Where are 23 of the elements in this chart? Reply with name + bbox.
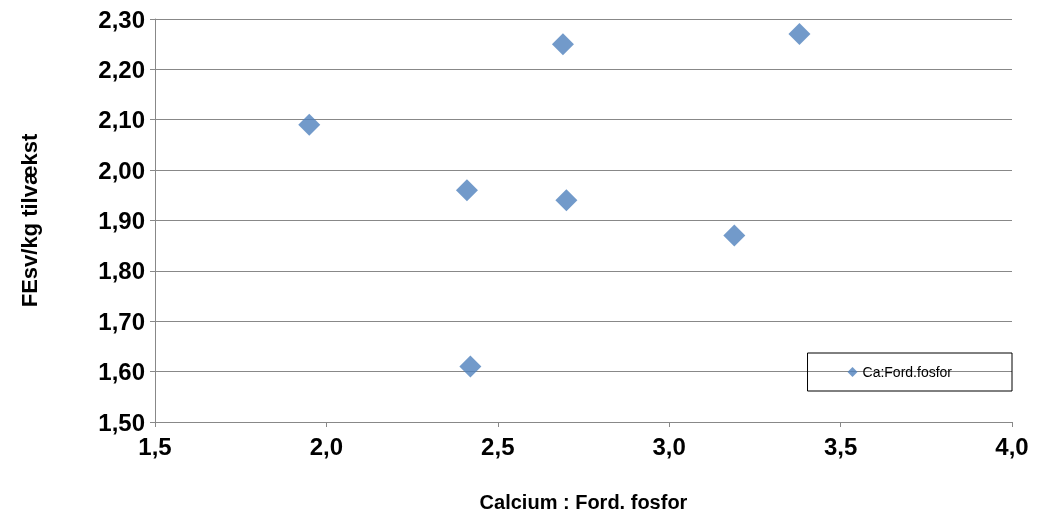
y-tick-label: 1,80	[98, 257, 145, 285]
legend-label: Ca:Ford.fosfor	[862, 364, 953, 380]
point	[555, 189, 578, 212]
y-tick-label: 2,30	[98, 5, 145, 33]
y-tick-label: 2,10	[98, 106, 145, 134]
x-tick-label: 2,0	[309, 432, 344, 460]
y-tick-label: 2,20	[98, 55, 145, 83]
x-tick-label: 3,5	[823, 432, 858, 460]
x-axis-title: Calcium : Ford. fosfor	[479, 491, 688, 513]
y-axis-title: FEsv/kg tilvækst	[16, 133, 42, 308]
y-tick-label: 1,60	[98, 358, 145, 386]
y-tick-label: 1,90	[98, 207, 145, 234]
point	[788, 23, 811, 46]
point	[723, 224, 746, 247]
point	[459, 355, 482, 378]
x-tick-label: 4,0	[995, 432, 1029, 460]
x-tick-label: 2,5	[481, 432, 515, 460]
point	[551, 33, 574, 56]
x-tick-label: 3,0	[652, 432, 686, 460]
y-tick-label: 2,00	[98, 156, 145, 184]
point	[298, 113, 321, 136]
point	[455, 179, 478, 202]
y-tick-label: 1,70	[98, 307, 145, 335]
